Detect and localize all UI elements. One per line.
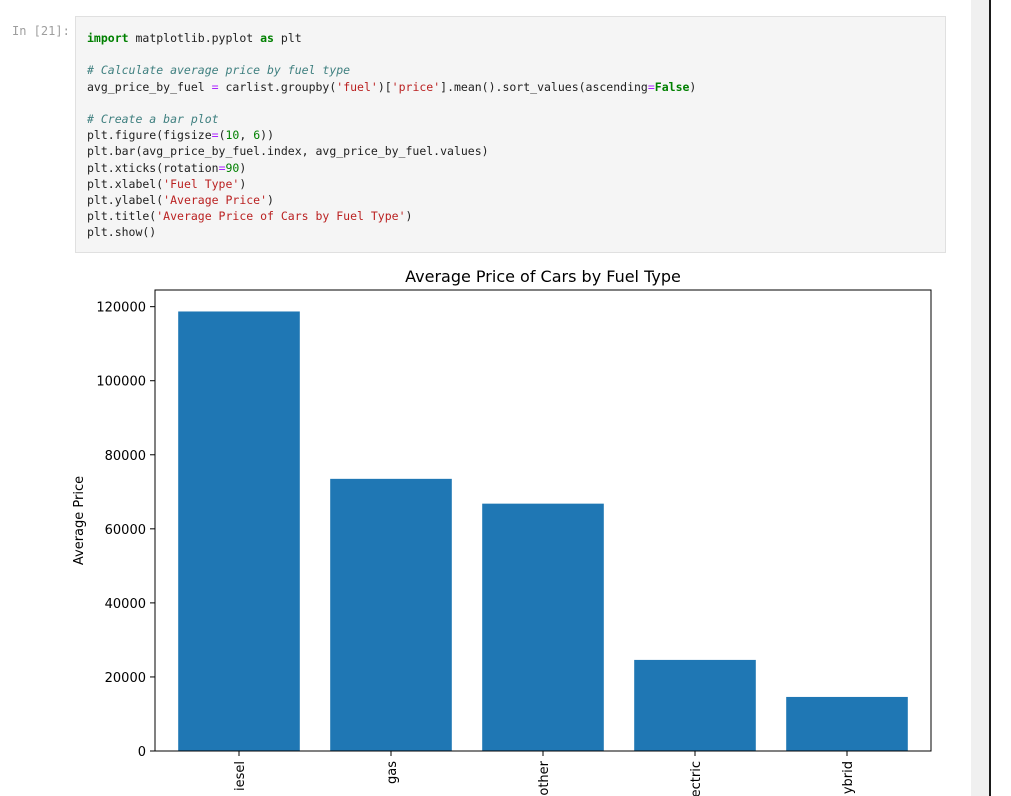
code-token: )[ — [377, 79, 392, 94]
code-line: plt.bar(avg_price_by_fuel.index, avg_pri… — [87, 143, 696, 159]
code-line: plt.ylabel('Average Price') — [87, 192, 696, 208]
code-line: plt.title('Average Price of Cars by Fuel… — [87, 208, 696, 224]
code-line: avg_price_by_fuel = carlist.groupby('fue… — [87, 79, 696, 95]
cell-prompt: In [21]: — [12, 24, 70, 38]
code-token: = — [647, 79, 655, 94]
code-token: ) — [239, 176, 247, 191]
bar-hybrid — [786, 696, 908, 751]
code-token: ) — [239, 160, 247, 175]
code-token: 6 — [253, 128, 261, 143]
bar-gas — [330, 478, 452, 751]
code-token: carlist.groupby( — [218, 79, 337, 94]
y-tick-label: 40000 — [105, 597, 146, 612]
code-token: 90 — [225, 160, 240, 175]
code-token: plt.figure(figsize — [87, 128, 212, 143]
y-axis-label: Average Price — [72, 476, 87, 565]
code-token: = — [211, 79, 219, 94]
code-token: ) — [689, 79, 697, 94]
code-token: 'Average Price' — [163, 192, 268, 207]
code-token: plt.ylabel( — [87, 192, 164, 207]
code-token: avg_price_by_fuel — [87, 79, 212, 94]
code-token: ( — [218, 128, 226, 143]
y-tick-label: 80000 — [105, 449, 146, 464]
code-line: # Calculate average price by fuel type — [87, 62, 696, 78]
code-token: 'fuel' — [336, 79, 378, 94]
code-token: plt.xticks(rotation — [87, 160, 219, 175]
code-line: import matplotlib.pyplot as plt — [87, 30, 696, 46]
x-tick-label: gas — [385, 761, 400, 784]
code-token: 'Fuel Type' — [163, 176, 240, 191]
code-token: ].mean().sort_values(ascending — [440, 79, 648, 94]
y-tick-label: 100000 — [96, 375, 146, 390]
code-token: = — [211, 128, 219, 143]
code-line: plt.figure(figsize=(10, 6)) — [87, 127, 696, 143]
code-token: , — [239, 128, 254, 143]
code-cell-editor[interactable]: import matplotlib.pyplot as plt​# Calcul… — [75, 16, 946, 253]
y-tick-label: 20000 — [105, 671, 146, 686]
code-block: import matplotlib.pyplot as plt​# Calcul… — [87, 30, 696, 240]
code-line: plt.xlabel('Fuel Type') — [87, 176, 696, 192]
code-token: matplotlib.pyplot — [128, 31, 261, 45]
y-tick-label: 60000 — [105, 523, 146, 538]
code-line: plt.xticks(rotation=90) — [87, 160, 696, 176]
bar-diesel — [178, 311, 300, 751]
code-token: = — [218, 160, 226, 175]
plot-frame — [154, 289, 932, 752]
code-token: plt — [273, 31, 302, 45]
x-tick-label: iesel — [233, 761, 248, 791]
code-token: False — [654, 79, 690, 94]
code-token: ) — [267, 192, 274, 207]
scrollbar[interactable] — [989, 0, 991, 796]
code-line: plt.show() — [87, 224, 696, 240]
scroll-panel[interactable] — [971, 0, 989, 796]
chart-title: Average Price of Cars by Fuel Type — [405, 267, 681, 286]
code-line: # Create a bar plot — [87, 111, 696, 127]
x-tick-label: ybrid — [841, 761, 856, 794]
code-token: # Calculate average price by fuel type — [87, 63, 351, 78]
x-tick-label: ectric — [689, 761, 704, 796]
bar-electric — [634, 659, 756, 751]
x-tick-label: other — [537, 760, 552, 795]
code-token: plt.title( — [87, 209, 157, 224]
y-tick-label: 120000 — [96, 301, 146, 316]
code-token: plt.show() — [87, 225, 157, 240]
code-token: )) — [260, 128, 275, 143]
code-token: # Create a bar plot — [87, 111, 219, 126]
code-token: 10 — [225, 128, 240, 143]
code-token: plt.bar(avg_price_by_fuel.index, avg_pri… — [87, 144, 489, 159]
code-token: 'price' — [391, 79, 441, 94]
bar-other — [482, 503, 604, 751]
code-token: ) — [405, 209, 413, 224]
code-token: as — [260, 31, 274, 45]
code-token: plt.xlabel( — [87, 176, 164, 191]
code-token: 'Average Price of Cars by Fuel Type' — [156, 209, 406, 224]
y-tick-label: 0 — [138, 745, 146, 760]
code-token: import — [87, 31, 129, 45]
